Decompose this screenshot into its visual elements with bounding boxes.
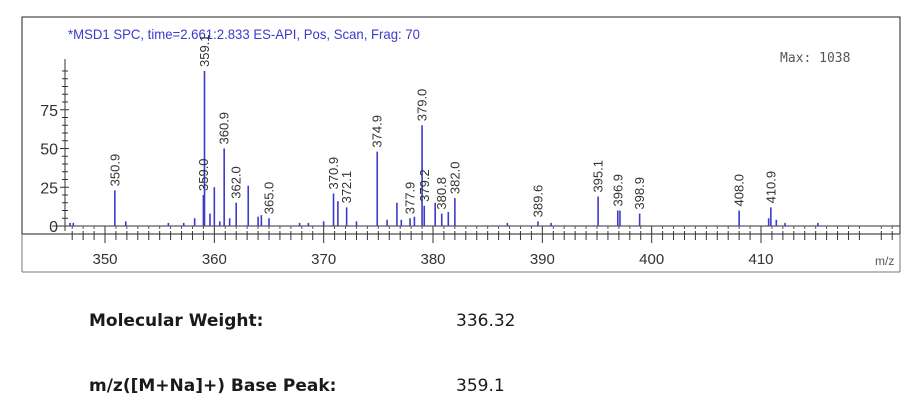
max-intensity-label: Max: 1038 <box>780 51 850 66</box>
peak-label: 380.8 <box>434 177 449 210</box>
peak-bars <box>69 71 819 226</box>
mass-spectrum-chart: *MSD1 SPC, time=2.661:2.833 ES-API, Pos,… <box>21 16 901 273</box>
base-peak-label: m/z([M+Na]+) Base Peak: <box>89 376 337 396</box>
y-tick-label: 0 <box>49 219 58 236</box>
mass-spectrum-svg: *MSD1 SPC, time=2.661:2.833 ES-API, Pos,… <box>21 16 901 273</box>
x-tick-label: 400 <box>639 251 664 268</box>
peak-label: 360.9 <box>217 112 232 145</box>
molecular-weight-value: 336.32 <box>456 311 516 331</box>
peak-label: 350.9 <box>107 154 122 187</box>
peak-label: 374.9 <box>370 115 385 148</box>
x-tick-label: 380 <box>420 251 445 268</box>
peak-label: 359.0 <box>196 158 211 191</box>
peak-label: 379.2 <box>417 169 432 202</box>
peak-label: 372.1 <box>339 171 354 204</box>
peak-label: 398.9 <box>632 177 647 210</box>
x-axis: 350 360 370 380 390 400 410 <box>92 226 774 268</box>
chart-title: *MSD1 SPC, time=2.661:2.833 ES-API, Pos,… <box>68 26 420 42</box>
x-tick-label: 350 <box>92 251 117 268</box>
peak-label: 362.0 <box>229 166 244 199</box>
peak-label: 359.1 <box>197 34 212 67</box>
y-tick-label: 50 <box>40 142 58 159</box>
peak-label: 370.9 <box>326 157 341 190</box>
x-tick-label: 410 <box>748 251 773 268</box>
x-unit-label: m/z <box>875 254 894 268</box>
base-peak-value: 359.1 <box>456 376 505 396</box>
molecular-weight-label: Molecular Weight: <box>89 311 264 331</box>
x-tick-label: 390 <box>530 251 555 268</box>
y-axis: 0 25 50 75 <box>40 70 69 236</box>
plot-frame <box>21 16 901 235</box>
peak-label: 395.1 <box>591 160 606 193</box>
peak-label: 382.0 <box>447 162 462 195</box>
x-tick-label: 360 <box>202 251 227 268</box>
peak-label: 410.9 <box>763 171 778 204</box>
y-tick-label: 25 <box>40 180 58 197</box>
peak-label: 365.0 <box>262 182 277 215</box>
peak-label: 389.6 <box>530 185 545 218</box>
peak-labels: 350.9 359.0 359.1 360.9 362.0 365.0 370.9372.1… <box>107 34 778 217</box>
peak-label: 377.9 <box>403 182 418 215</box>
x-tick-label: 370 <box>311 251 336 268</box>
y-tick-label: 75 <box>40 103 58 120</box>
peak-label: 408.0 <box>732 174 747 207</box>
x-minor-ticks <box>71 226 893 240</box>
peak-label: 396.9 <box>610 174 625 207</box>
peak-label: 379.0 <box>415 89 430 122</box>
